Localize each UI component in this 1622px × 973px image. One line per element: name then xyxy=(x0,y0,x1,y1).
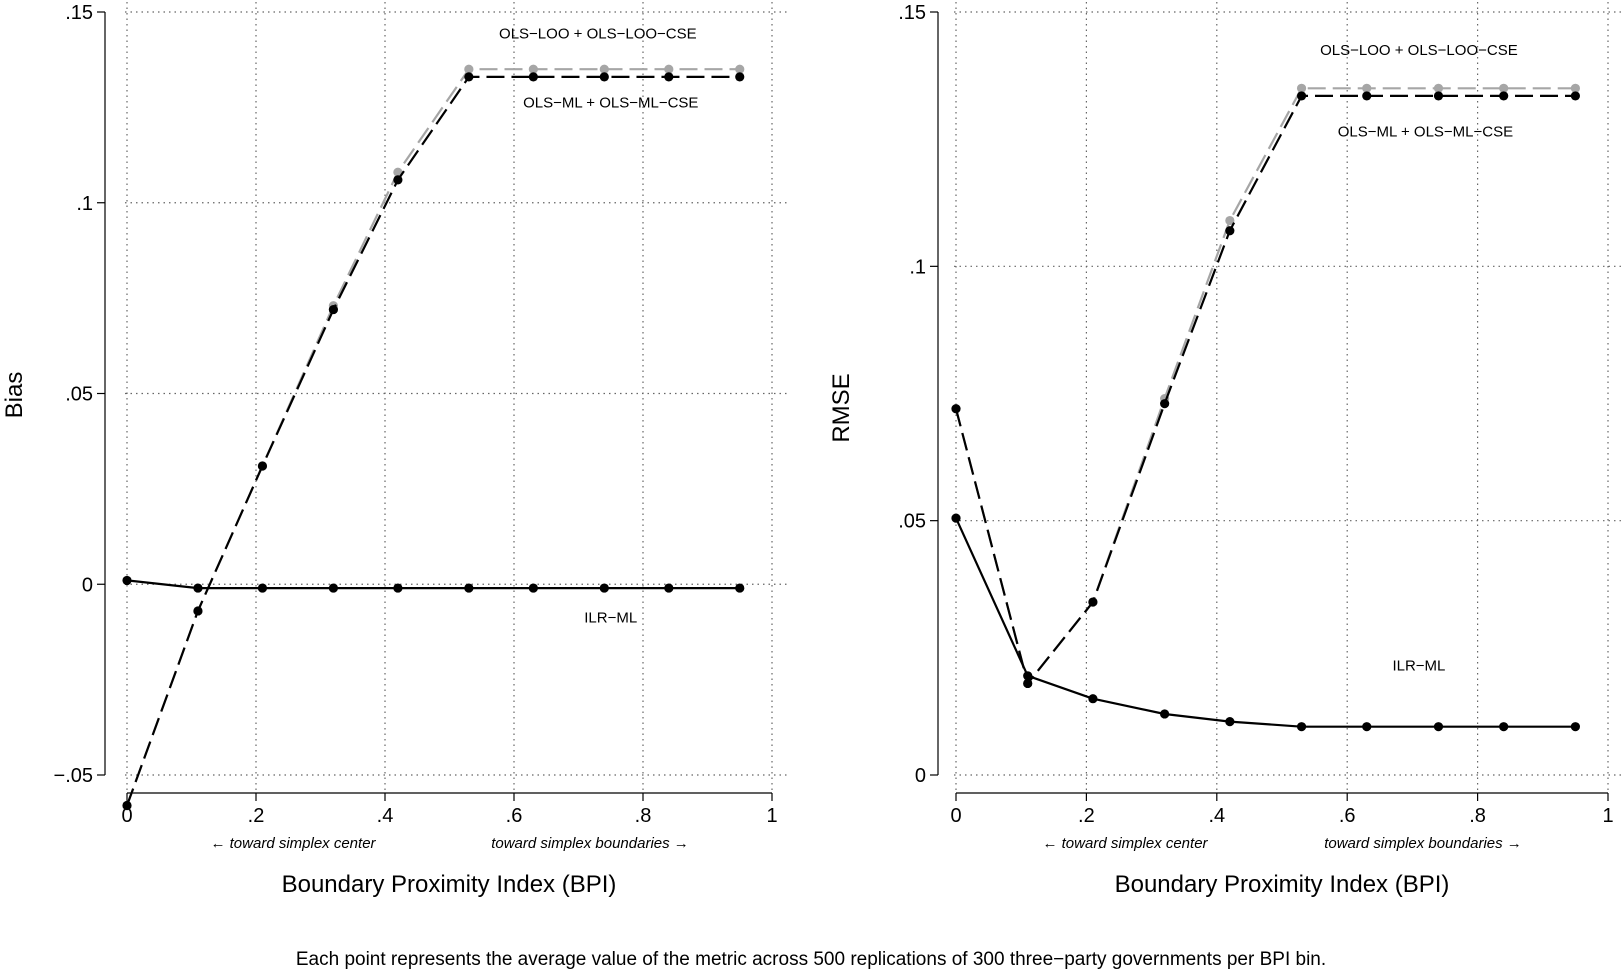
series-annotation: OLS−ML + OLS−ML−CSE xyxy=(1338,124,1513,141)
data-point xyxy=(1088,694,1098,704)
data-point xyxy=(1225,716,1235,727)
data-point xyxy=(599,72,609,82)
data-point xyxy=(1225,215,1235,226)
series-line xyxy=(954,87,1576,685)
data-point xyxy=(122,575,132,586)
y-tick-label: .05 xyxy=(898,511,926,533)
data-point xyxy=(1499,91,1509,101)
data-point xyxy=(1499,83,1509,93)
data-point xyxy=(1362,722,1372,732)
series-line xyxy=(125,68,740,806)
data-point xyxy=(1433,722,1444,732)
data-point xyxy=(599,583,609,593)
data-point xyxy=(328,304,338,315)
data-point xyxy=(1160,709,1170,719)
series-annotation: ILR−ML xyxy=(584,609,637,626)
data-point xyxy=(122,800,132,811)
series-line xyxy=(954,517,1576,728)
data-point xyxy=(1023,678,1033,689)
data-point xyxy=(664,583,674,593)
data-point xyxy=(664,72,674,82)
data-point xyxy=(328,583,338,593)
x-tick-label: .6 xyxy=(1339,805,1356,827)
series-annotation: OLS−LOO + OLS−LOO−CSE xyxy=(1320,42,1518,59)
data-point xyxy=(528,583,538,593)
y-tick-label: .15 xyxy=(898,2,926,24)
data-point xyxy=(1160,399,1170,409)
figure-caption: Each point represents the average value … xyxy=(296,949,1326,970)
data-point xyxy=(735,583,745,593)
rmse-panel: 0 .05 .1 .15 0 .2 .4 .6 .8 1 ← toward simplex cent… xyxy=(828,2,1622,898)
series-line xyxy=(125,75,740,806)
data-point xyxy=(464,64,474,74)
data-point xyxy=(1296,722,1307,732)
data-point xyxy=(951,404,961,414)
x-tick-label: .2 xyxy=(248,805,265,827)
data-point xyxy=(393,167,403,177)
y-tick-label: .15 xyxy=(65,2,93,24)
data-point xyxy=(1570,83,1580,93)
data-point xyxy=(1296,91,1307,101)
data-point xyxy=(1433,83,1444,93)
data-point xyxy=(1433,91,1444,101)
y-tick-label: −.05 xyxy=(54,765,93,787)
data-point xyxy=(1362,91,1372,101)
y-axis-title: Bias xyxy=(1,372,28,419)
y-tick-label: 0 xyxy=(915,765,926,787)
data-point xyxy=(193,583,203,593)
y-tick-label: .1 xyxy=(909,256,926,278)
data-point xyxy=(1362,83,1372,93)
x-tick-label: 1 xyxy=(766,805,777,827)
data-point xyxy=(528,64,538,74)
x-axis-title: Boundary Proximity Index (BPI) xyxy=(282,871,617,898)
data-point xyxy=(1570,722,1580,732)
data-point xyxy=(193,606,203,616)
x-tick-label: .8 xyxy=(635,805,652,827)
x-tick-label: .6 xyxy=(506,805,523,827)
y-tick-label: .05 xyxy=(65,384,93,406)
data-point xyxy=(464,583,474,593)
data-point xyxy=(599,64,609,74)
series-line xyxy=(126,579,740,590)
y-tick-label: .1 xyxy=(76,193,93,215)
direction-right-label: toward simplex boundaries → xyxy=(491,835,689,852)
x-tick-label: .2 xyxy=(1078,805,1095,827)
x-tick-label: .4 xyxy=(1208,805,1225,827)
data-point xyxy=(1570,91,1580,101)
data-point xyxy=(257,461,268,471)
x-tick-label: .4 xyxy=(377,805,394,827)
data-point xyxy=(257,583,268,593)
x-tick-label: 1 xyxy=(1602,805,1613,827)
y-tick-label: 0 xyxy=(82,574,93,596)
bias-panel: −.05 0 .05 .1 .15 0 .2 .4 .6 .8 1 ← toward simplex … xyxy=(1,2,788,898)
data-point xyxy=(1296,83,1307,93)
series-annotation: OLS−ML + OLS−ML−CSE xyxy=(523,94,698,111)
data-point xyxy=(1225,226,1235,236)
x-axis-title: Boundary Proximity Index (BPI) xyxy=(1115,871,1450,898)
direction-left-label: ← toward simplex center xyxy=(210,835,376,852)
data-point xyxy=(1499,722,1509,732)
data-point xyxy=(464,72,474,82)
series-annotation: OLS−LOO + OLS−LOO−CSE xyxy=(499,26,697,43)
data-point xyxy=(528,72,538,82)
data-point xyxy=(393,583,403,593)
data-point xyxy=(951,513,961,523)
y-axis-title: RMSE xyxy=(828,373,855,442)
data-point xyxy=(735,72,745,82)
data-point xyxy=(1088,597,1098,607)
x-tick-label: 0 xyxy=(950,805,961,827)
series-line xyxy=(954,94,1576,685)
direction-left-label: ← toward simplex center xyxy=(1042,835,1208,852)
x-tick-label: .8 xyxy=(1469,805,1486,827)
series-annotation: ILR−ML xyxy=(1392,658,1445,675)
data-point xyxy=(735,64,745,74)
x-tick-label: 0 xyxy=(121,805,132,827)
direction-right-label: toward simplex boundaries → xyxy=(1324,835,1522,852)
data-point xyxy=(393,175,403,185)
data-point xyxy=(1023,671,1033,681)
data-point xyxy=(664,64,674,74)
